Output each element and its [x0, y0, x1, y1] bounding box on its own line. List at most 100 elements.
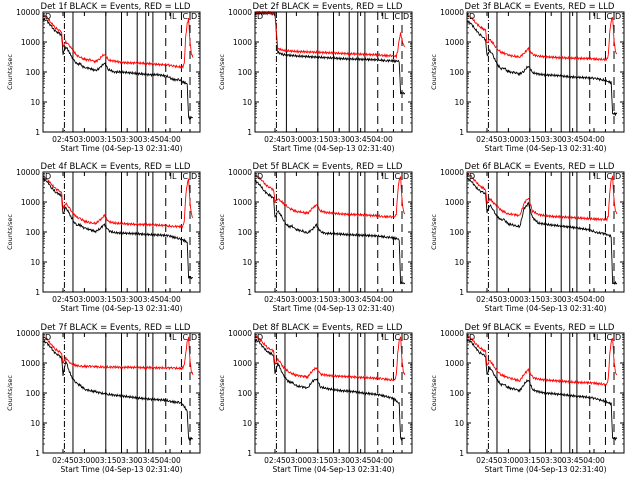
corner-label: IL — [170, 12, 177, 21]
panel-det-5: Det 5f BLACK = Events, RED = LLD 1 10 100 10… — [218, 162, 413, 313]
x-tick-label: 03:30 — [116, 456, 138, 465]
series-lld — [254, 10, 406, 60]
corner-label: D — [403, 12, 409, 21]
series-events — [466, 338, 618, 441]
x-axis-label: Start Time (04-Sep-13 02:31:40) — [61, 465, 183, 474]
x-tick-label: 03:30 — [328, 135, 350, 144]
x-tick-label: 03:45 — [350, 295, 372, 304]
y-tick-label: 1 — [35, 128, 40, 137]
y-tick-label: 1 — [35, 449, 40, 458]
x-tick-label: 02:45 — [476, 135, 498, 144]
x-tick-label: 04:00 — [583, 135, 605, 144]
y-axis-label: Counts/sec — [218, 214, 226, 250]
y-tick-label: 10000 — [440, 8, 464, 17]
panel-title: Det 5f BLACK = Events, RED = LLD — [253, 162, 403, 172]
corner-label: D — [191, 172, 197, 181]
corner-label: C — [394, 333, 400, 342]
x-tick-label: 03:15 — [95, 456, 117, 465]
corner-label: IL — [382, 172, 389, 181]
x-tick-label: 03:30 — [328, 456, 350, 465]
x-tick-label: 03:45 — [562, 456, 584, 465]
y-tick-label: 10 — [454, 258, 464, 267]
x-axis-label: Start Time (04-Sep-13 02:31:40) — [61, 304, 183, 313]
x-axis-label: Start Time (04-Sep-13 02:31:40) — [485, 144, 607, 153]
series-lld — [254, 174, 406, 219]
corner-label: D — [257, 333, 263, 342]
corner-label: C — [394, 172, 400, 181]
panel-title: Det 7f BLACK = Events, RED = LLD — [41, 323, 191, 333]
x-tick-label: 03:15 — [95, 135, 117, 144]
corner-label: D — [615, 172, 621, 181]
y-tick-label: 10000 — [440, 168, 464, 177]
corner-label: C — [182, 333, 188, 342]
x-tick-label: 03:30 — [116, 295, 138, 304]
x-tick-label: 03:45 — [562, 295, 584, 304]
corner-label: D — [615, 333, 621, 342]
x-tick-label: 02:45 — [52, 135, 74, 144]
corner-label: D — [257, 12, 263, 21]
y-tick-label: 100 — [238, 68, 253, 77]
y-tick-label: 1000 — [233, 359, 252, 368]
y-axis-label: Counts/sec — [430, 214, 438, 250]
panel-det-4: Det 4f BLACK = Events, RED = LLD 1 10 100 10… — [6, 162, 201, 313]
corner-label: C — [394, 12, 400, 21]
x-tick-label: 02:45 — [52, 295, 74, 304]
corner-label: IL — [170, 172, 177, 181]
panel-det-2: Det 2f BLACK = Events, RED = LLD 1 10 100 10… — [218, 2, 413, 153]
y-tick-label: 10 — [242, 419, 252, 428]
panel-det-7: Det 7f BLACK = Events, RED = LLD 1 10 100 10… — [6, 323, 201, 474]
x-tick-label: 02:45 — [264, 135, 286, 144]
x-tick-label: 04:00 — [583, 456, 605, 465]
x-tick-label: 03:00 — [498, 295, 520, 304]
y-tick-label: 100 — [238, 389, 253, 398]
y-tick-label: 1 — [247, 288, 252, 297]
y-axis-label: Counts/sec — [430, 54, 438, 90]
y-tick-label: 10000 — [16, 168, 40, 177]
x-axis-label: Start Time (04-Sep-13 02:31:40) — [485, 465, 607, 474]
y-tick-label: 1000 — [445, 38, 464, 47]
x-tick-label: 02:45 — [52, 456, 74, 465]
y-tick-label: 10000 — [228, 8, 252, 17]
y-tick-label: 1000 — [445, 359, 464, 368]
corner-label: C — [606, 12, 612, 21]
panel-det-1: Det 1f BLACK = Events, RED = LLD 1 10 100 10… — [6, 2, 201, 153]
x-tick-label: 03:15 — [519, 456, 541, 465]
x-tick-label: 03:00 — [286, 456, 308, 465]
corner-label: D — [191, 12, 197, 21]
corner-label: D — [403, 172, 409, 181]
x-tick-label: 03:30 — [116, 135, 138, 144]
y-tick-label: 10000 — [228, 329, 252, 338]
y-axis-label: Counts/sec — [6, 54, 14, 90]
series-lld — [42, 175, 194, 229]
x-tick-label: 04:00 — [371, 456, 393, 465]
x-tick-label: 03:30 — [540, 456, 562, 465]
y-tick-label: 10000 — [16, 329, 40, 338]
corner-label: D — [469, 172, 475, 181]
x-tick-label: 03:30 — [328, 295, 350, 304]
y-tick-label: 1000 — [21, 38, 40, 47]
y-tick-label: 10 — [454, 98, 464, 107]
panel-det-8: Det 8f BLACK = Events, RED = LLD 1 10 100 10… — [218, 323, 413, 474]
x-axis-label: Start Time (04-Sep-13 02:31:40) — [273, 304, 395, 313]
panel-title: Det 4f BLACK = Events, RED = LLD — [41, 162, 191, 172]
corner-label: D — [469, 333, 475, 342]
y-tick-label: 10000 — [16, 8, 40, 17]
series-events — [42, 17, 193, 120]
x-tick-label: 03:00 — [286, 295, 308, 304]
y-tick-label: 10 — [454, 419, 464, 428]
y-tick-label: 10 — [30, 258, 40, 267]
series-lld — [42, 13, 194, 70]
x-tick-label: 02:45 — [264, 456, 286, 465]
y-tick-label: 1 — [247, 128, 252, 137]
corner-label: D — [45, 333, 51, 342]
x-tick-label: 03:30 — [540, 295, 562, 304]
corner-label: C — [182, 12, 188, 21]
corner-label: D — [191, 333, 197, 342]
x-tick-label: 04:00 — [371, 135, 393, 144]
y-tick-label: 1 — [459, 449, 464, 458]
y-tick-label: 1 — [459, 288, 464, 297]
y-tick-label: 1000 — [233, 198, 252, 207]
y-axis-label: Counts/sec — [6, 214, 14, 250]
y-tick-label: 100 — [238, 228, 253, 237]
panel-title: Det 8f BLACK = Events, RED = LLD — [253, 323, 403, 333]
